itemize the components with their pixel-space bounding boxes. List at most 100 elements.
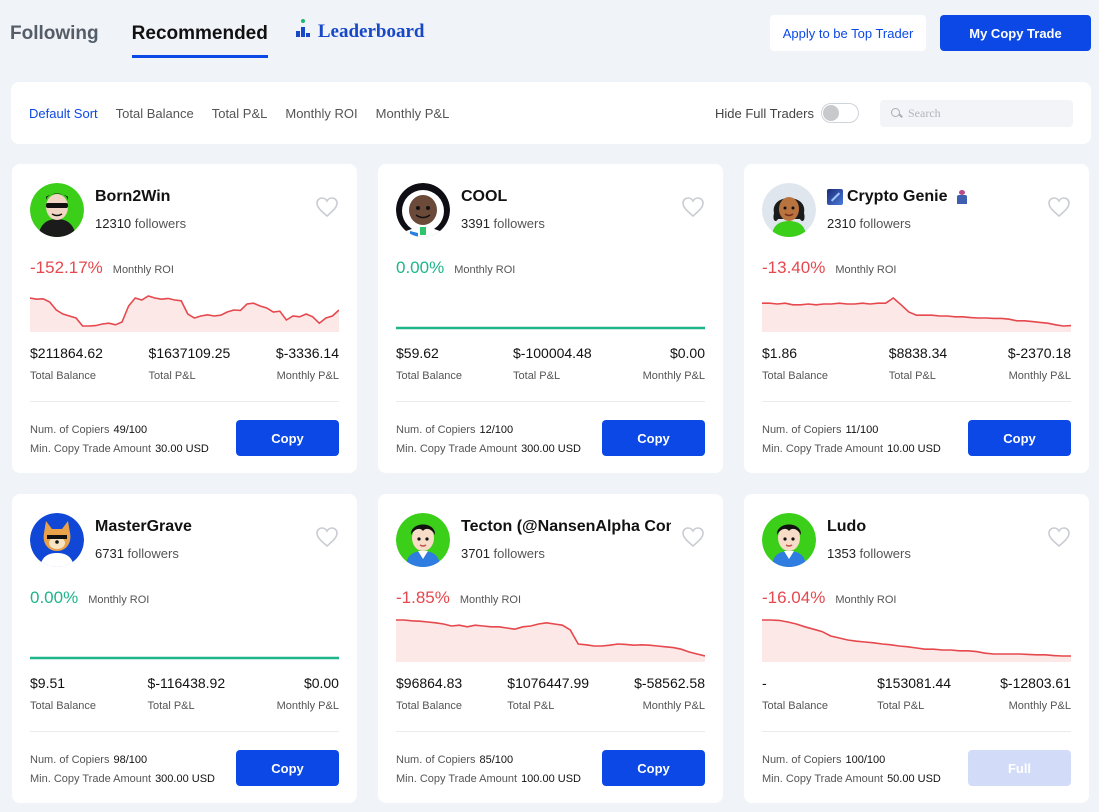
apply-top-trader-button[interactable]: Apply to be Top Trader <box>770 15 926 51</box>
num-copiers-label: Num. of Copiers <box>762 754 842 766</box>
copy-info: Num. of Copiers 12/100 Min. Copy Trade Am… <box>396 421 581 459</box>
trader-name[interactable]: Ludo <box>827 518 1037 536</box>
tab-following[interactable]: Following <box>10 23 99 44</box>
favorite-heart-icon[interactable] <box>1047 196 1071 218</box>
copy-info: Num. of Copiers 100/100 Min. Copy Trade A… <box>762 751 941 789</box>
total-balance-value: $211864.62 <box>30 345 103 361</box>
copy-button[interactable]: Copy <box>602 750 705 786</box>
num-copiers-value: 11/100 <box>845 424 879 436</box>
sort-monthly-roi[interactable]: Monthly ROI <box>285 106 358 121</box>
hide-full-traders-label: Hide Full Traders <box>715 106 814 121</box>
trader-name-text: Crypto Genie <box>847 188 948 205</box>
tab-leaderboard[interactable]: Leaderboard <box>295 0 424 58</box>
favorite-heart-icon[interactable] <box>681 196 705 218</box>
monthly-roi-label: Monthly ROI <box>835 594 897 606</box>
tab-recommended[interactable]: Recommended <box>131 0 268 58</box>
monthly-pnl-value: $-58562.58 <box>634 675 705 691</box>
trader-name-text: Born2Win <box>95 188 171 205</box>
monthly-roi-label: Monthly ROI <box>459 594 522 606</box>
search-input[interactable] <box>908 106 1068 121</box>
followers-label: followers <box>493 216 545 231</box>
total-pnl-label: Total P&L <box>507 700 555 712</box>
sort-total-pnl[interactable]: Total P&L <box>211 106 268 121</box>
monthly-pnl-value: $0.00 <box>669 345 705 361</box>
sparkline-line <box>762 296 1071 327</box>
total-balance-label: Total Balance <box>762 700 829 712</box>
min-copy-amount-label: Min. Copy Trade Amount <box>762 773 884 785</box>
total-balance-value: $59.62 <box>396 345 439 361</box>
total-pnl-label: Total P&L <box>147 700 195 712</box>
trader-name-text: Ludo <box>827 518 867 535</box>
monthly-roi-value: 0.00% <box>396 258 445 277</box>
followers-label: followers <box>493 546 545 561</box>
doge-avatar <box>30 513 84 567</box>
divider <box>396 731 705 732</box>
min-copy-amount: Min. Copy Trade Amount 100.00 USD <box>396 770 581 789</box>
sort-monthly-pnl[interactable]: Monthly P&L <box>375 106 450 121</box>
copy-button[interactable]: Copy <box>236 750 339 786</box>
total-pnl-value: $1637109.25 <box>148 345 231 361</box>
copy-button[interactable]: Copy <box>236 420 339 456</box>
sparkline-line <box>30 295 339 327</box>
my-copy-trade-button[interactable]: My Copy Trade <box>940 15 1091 51</box>
num-copiers-label: Num. of Copiers <box>396 754 476 766</box>
monthly-pnl-value: $0.00 <box>303 675 339 691</box>
followers-label: followers <box>859 546 911 561</box>
min-copy-amount: Min. Copy Trade Amount 300.00 USD <box>30 770 215 789</box>
boy-avatar <box>396 513 450 567</box>
min-copy-amount-label: Min. Copy Trade Amount <box>762 443 884 455</box>
followers-number: 3391 <box>461 216 490 231</box>
trader-name[interactable]: COOL <box>461 188 671 206</box>
min-copy-amount-value: 100.00 USD <box>521 773 581 785</box>
sort-options: Default Sort Total Balance Total P&L Mon… <box>29 106 467 121</box>
monthly-pnl-label: Monthly P&L <box>276 370 339 382</box>
monthly-roi: -13.40% Monthly ROI <box>762 258 896 278</box>
trader-name-text: COOL <box>461 188 508 205</box>
total-balance: $211864.62 Total Balance <box>30 345 103 382</box>
trader-name[interactable]: Born2Win <box>95 188 305 206</box>
monthly-pnl-value: $-2370.18 <box>1007 345 1071 361</box>
sparkline-area <box>762 620 1071 662</box>
total-pnl-label: Total P&L <box>148 370 196 382</box>
divider <box>396 401 705 402</box>
filter-bar: Default Sort Total Balance Total P&L Mon… <box>11 82 1091 144</box>
sort-default[interactable]: Default Sort <box>29 106 98 121</box>
favorite-heart-icon[interactable] <box>315 526 339 548</box>
monthly-roi: -1.85% Monthly ROI <box>396 588 521 608</box>
roi-sparkline <box>30 295 339 332</box>
followers-number: 12310 <box>95 216 132 231</box>
monthly-pnl-label: Monthly P&L <box>642 370 705 382</box>
trader-name[interactable]: MasterGrave <box>95 518 305 536</box>
trader-stats: $211864.62 Total Balance $1637109.25 Total… <box>30 345 339 382</box>
divider <box>762 731 1071 732</box>
copy-info: Num. of Copiers 11/100 Min. Copy Trade Am… <box>762 421 941 459</box>
copy-button[interactable]: Copy <box>968 420 1071 456</box>
trader-name-text: MasterGrave <box>95 518 192 535</box>
hide-full-traders-toggle[interactable] <box>821 103 859 123</box>
monthly-pnl: $0.00 Monthly P&L <box>277 675 339 712</box>
trader-name[interactable]: Crypto Genie <box>827 188 1037 206</box>
total-balance-label: Total Balance <box>762 370 829 382</box>
trader-name[interactable]: Tecton (@NansenAlpha Com... <box>461 518 671 536</box>
num-copiers-label: Num. of Copiers <box>396 424 476 436</box>
followers-count: 3701 followers <box>461 546 545 561</box>
favorite-heart-icon[interactable] <box>315 196 339 218</box>
min-copy-amount: Min. Copy Trade Amount 300.00 USD <box>396 440 581 459</box>
trader-card: Crypto Genie 2310 followers -13.40% Mont… <box>744 164 1089 473</box>
sort-total-balance[interactable]: Total Balance <box>115 106 194 121</box>
num-copiers: Num. of Copiers 49/100 <box>30 421 209 440</box>
num-copiers-value: 49/100 <box>113 424 148 436</box>
full-button[interactable]: Full <box>968 750 1071 786</box>
monthly-roi-value: -16.04% <box>762 588 826 607</box>
copy-button[interactable]: Copy <box>602 420 705 456</box>
favorite-heart-icon[interactable] <box>681 526 705 548</box>
copy-info: Num. of Copiers 49/100 Min. Copy Trade Am… <box>30 421 209 459</box>
monthly-pnl-label: Monthly P&L <box>276 700 339 712</box>
monthly-roi-value: -152.17% <box>30 258 103 277</box>
favorite-heart-icon[interactable] <box>1047 526 1071 548</box>
followers-label: followers <box>859 216 911 231</box>
divider <box>30 401 339 402</box>
monthly-pnl: $-12803.61 Monthly P&L <box>1000 675 1071 712</box>
min-copy-amount-value: 300.00 USD <box>521 443 581 455</box>
min-copy-amount-label: Min. Copy Trade Amount <box>30 773 152 785</box>
